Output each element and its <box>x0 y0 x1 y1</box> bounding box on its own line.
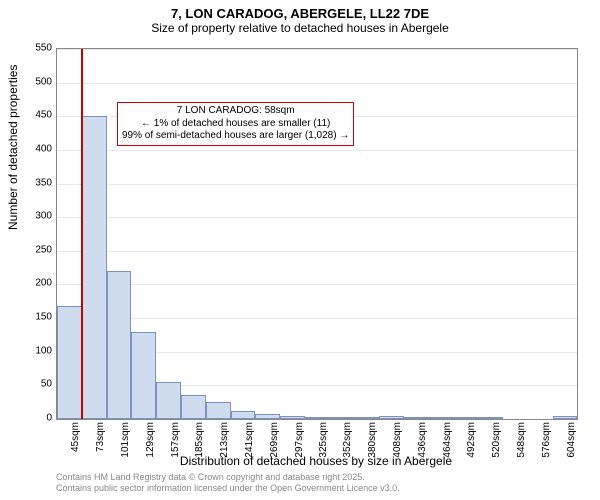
ytick-label: 250 <box>35 244 52 255</box>
histogram-bar <box>181 395 206 419</box>
chart-container: 7, LON CARADOG, ABERGELE, LL22 7DE Size … <box>0 0 600 500</box>
histogram-bar <box>355 417 380 419</box>
gridline <box>57 184 577 185</box>
histogram-bar <box>57 306 82 419</box>
y-axis-label: Number of detached properties <box>6 65 20 230</box>
histogram-bar <box>454 417 479 419</box>
histogram-bar <box>379 416 404 419</box>
ytick-label: 450 <box>35 110 52 121</box>
gridline <box>57 150 577 151</box>
histogram-bar <box>156 382 181 419</box>
attribution-footer: Contains HM Land Registry data © Crown c… <box>56 472 400 494</box>
histogram-bar <box>330 417 355 419</box>
histogram-bar <box>255 414 280 419</box>
annotation-line1: 7 LON CARADOG: 58sqm <box>122 105 349 118</box>
annotation-line2: ← 1% of detached houses are smaller (11) <box>122 118 349 131</box>
annotation-line3: 99% of semi-detached houses are larger (… <box>122 130 349 143</box>
histogram-bar <box>107 271 132 419</box>
histogram-bar <box>280 416 305 419</box>
ytick-label: 100 <box>35 345 52 356</box>
marker-line <box>81 49 83 419</box>
ytick-label: 550 <box>35 43 52 54</box>
histogram-bar <box>131 332 156 419</box>
ytick-label: 400 <box>35 143 52 154</box>
histogram-bar <box>429 417 454 419</box>
chart-title: 7, LON CARADOG, ABERGELE, LL22 7DE <box>0 0 600 21</box>
plot-area: 7 LON CARADOG: 58sqm ← 1% of detached ho… <box>56 48 578 420</box>
footer-line1: Contains HM Land Registry data © Crown c… <box>56 472 400 483</box>
histogram-bar <box>82 116 107 419</box>
chart-subtitle: Size of property relative to detached ho… <box>0 21 600 39</box>
ytick-label: 350 <box>35 177 52 188</box>
histogram-bar <box>404 417 429 419</box>
gridline <box>57 49 577 50</box>
histogram-bar <box>206 402 231 419</box>
annotation-box: 7 LON CARADOG: 58sqm ← 1% of detached ho… <box>117 102 354 146</box>
ytick-label: 200 <box>35 278 52 289</box>
gridline <box>57 318 577 319</box>
x-axis-label: Distribution of detached houses by size … <box>56 454 576 468</box>
gridline <box>57 217 577 218</box>
gridline <box>57 251 577 252</box>
gridline <box>57 284 577 285</box>
ytick-label: 300 <box>35 211 52 222</box>
gridline <box>57 83 577 84</box>
ytick-label: 50 <box>41 379 52 390</box>
histogram-bar <box>305 417 330 419</box>
histogram-bar <box>479 417 504 419</box>
ytick-label: 0 <box>46 413 52 424</box>
histogram-bar <box>553 416 577 419</box>
histogram-bar <box>231 411 256 419</box>
ytick-label: 500 <box>35 76 52 87</box>
ytick-label: 150 <box>35 312 52 323</box>
footer-line2: Contains public sector information licen… <box>56 483 400 494</box>
